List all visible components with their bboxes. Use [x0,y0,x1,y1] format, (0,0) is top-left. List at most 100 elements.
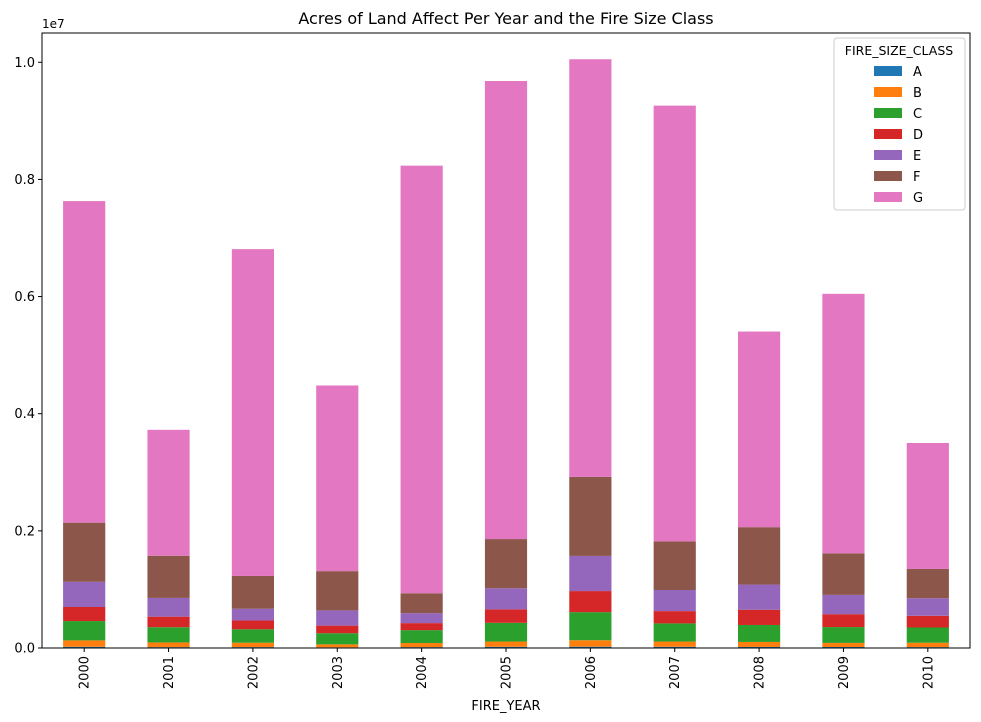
x-axis: 2000 2001 2002 2003 2004 2005 2006 2007 2008 2009… [78,648,936,689]
y-tick-label: 0.6 [14,290,35,305]
bar-2008-B [738,641,781,647]
legend-label-D: D [913,128,923,143]
bar-2006-C [569,612,612,641]
legend-swatch-B [874,87,902,97]
bar-2007-E [653,590,696,612]
bar-2008-E [738,584,781,610]
bar-2005-B [484,641,528,647]
bar-2000-F [63,522,106,582]
bar-2000-D [63,607,106,622]
y-tick-label: 0.0 [14,642,35,657]
bar-2009-G [822,293,865,554]
bar-2001-D [147,616,190,628]
legend-label-C: C [913,107,922,122]
bar-2005-C [484,622,528,642]
bar-2009-B [822,642,865,647]
bar-2009-D [822,614,865,628]
bar-2010-G [906,443,949,569]
bar-2005-D [484,609,528,623]
legend-box [833,37,966,211]
legend-label-G: G [913,191,923,206]
y-tick-label: 0.4 [14,407,35,422]
bar-2001-G [147,429,190,556]
bar-2010-C [906,627,949,643]
bar-2002-D [231,620,274,630]
bar-2009-E [822,594,865,615]
bar-2006-F [569,476,612,556]
bar-2007-C [653,623,696,642]
bar-2000-C [63,621,106,641]
legend-swatch-C [874,108,902,118]
bar-2006-B [569,640,612,647]
bar-2002-C [231,629,274,643]
bar-2008-F [738,527,781,585]
bar-2007-D [653,611,696,624]
bar-2008-D [738,609,781,625]
bar-2002-G [231,249,274,576]
bar-2003-F [316,571,359,611]
bar-2010-B [906,642,949,648]
bar-2010-D [906,615,949,628]
bar-2000-E [63,581,106,607]
bar-2001-C [147,627,190,643]
bar-2007-F [653,541,696,591]
bar-2005-G [484,81,528,540]
x-tick-label: 2009 [837,656,852,689]
legend-label-E: E [913,149,921,164]
bar-2005-F [484,539,528,589]
legend-swatch-G [874,192,902,202]
legend-swatch-E [874,150,902,160]
bar-2008-G [738,331,781,528]
bar-2009-C [822,627,865,643]
legend-swatch-F [874,171,902,181]
x-tick-label: 2007 [668,656,683,689]
legend-label-F: F [913,170,920,185]
bar-2007-B [653,641,696,647]
legend-swatch-A [874,66,902,76]
x-tick-label: 2001 [162,656,177,689]
bar-2004-F [400,593,443,614]
x-tick-label: 2008 [753,656,768,689]
y-tick-label: 0.2 [14,524,35,539]
legend-swatch-D [874,129,902,139]
bar-2000-A [63,646,106,648]
bar-2004-C [400,630,443,644]
bar-2000-B [63,640,106,647]
bar-2010-E [906,598,949,616]
bar-2002-E [231,608,274,621]
bar-2005-A [484,646,528,648]
x-tick-label: 2010 [921,656,936,689]
bar-2004-G [400,165,443,594]
x-tick-label: 2002 [246,656,261,689]
legend-title: FIRE_SIZE_CLASS [845,43,954,58]
bar-2002-B [231,642,274,648]
bar-2004-E [400,613,443,624]
y-axis: 0.0 0.2 0.4 0.6 0.8 1.0 [14,56,42,657]
bar-2006-D [569,591,612,613]
bar-2006-G [569,59,612,477]
bar-2001-B [147,642,190,648]
bar-2004-D [400,623,443,631]
bar-2000-G [63,201,106,523]
bar-2008-C [738,624,781,642]
bar-2006-E [569,555,612,592]
x-axis-label: FIRE_YEAR [471,699,540,714]
bar-2005-E [484,588,528,610]
x-tick-label: 2003 [331,656,346,689]
bar-2009-F [822,553,865,595]
x-tick-label: 2004 [415,656,430,689]
bar-2004-B [400,643,443,648]
bar-2003-C [316,633,359,645]
y-offset-label: 1e7 [42,17,65,31]
x-tick-label: 2000 [78,656,93,689]
bar-2010-F [906,568,949,599]
bar-2001-E [147,597,190,617]
bar-2002-F [231,575,274,609]
bar-2006-A [569,646,612,648]
legend-label-B: B [913,86,922,101]
y-tick-label: 1.0 [14,56,35,71]
bars-group [63,59,949,648]
plot-frame [41,32,971,649]
bar-2003-B [316,644,359,648]
